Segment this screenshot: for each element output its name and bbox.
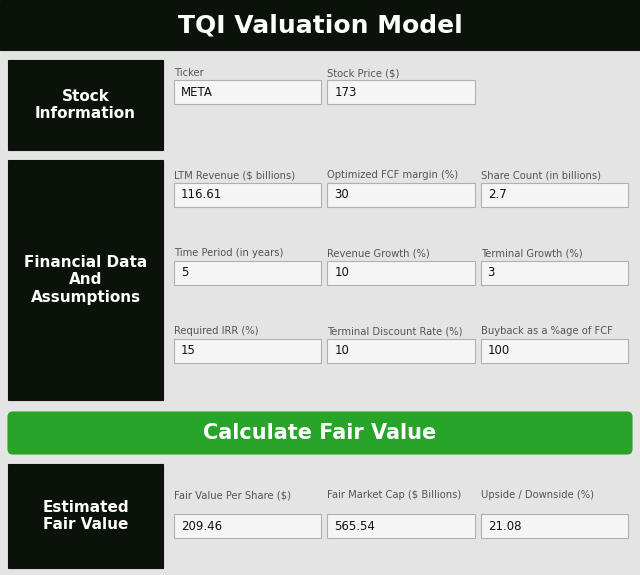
Text: 30: 30 [334, 189, 349, 201]
FancyBboxPatch shape [481, 261, 628, 285]
Text: Stock
Information: Stock Information [35, 89, 136, 121]
Text: 5: 5 [181, 266, 188, 279]
FancyBboxPatch shape [481, 514, 628, 538]
FancyBboxPatch shape [481, 183, 628, 207]
Text: 3: 3 [488, 266, 495, 279]
FancyBboxPatch shape [8, 60, 632, 150]
FancyBboxPatch shape [174, 514, 321, 538]
Text: 2.7: 2.7 [488, 189, 506, 201]
Text: 10: 10 [334, 266, 349, 279]
FancyBboxPatch shape [174, 339, 321, 363]
FancyBboxPatch shape [8, 412, 632, 454]
Text: Share Count (in billions): Share Count (in billions) [481, 170, 601, 180]
Text: Stock Price ($): Stock Price ($) [327, 68, 400, 78]
Text: Ticker: Ticker [174, 68, 204, 78]
Text: Financial Data
And
Assumptions: Financial Data And Assumptions [24, 255, 147, 305]
Text: Terminal Growth (%): Terminal Growth (%) [481, 248, 582, 258]
Text: Fair Value Per Share ($): Fair Value Per Share ($) [174, 490, 291, 500]
Text: TQI Valuation Model: TQI Valuation Model [178, 13, 462, 37]
Text: Terminal Discount Rate (%): Terminal Discount Rate (%) [327, 326, 463, 336]
FancyBboxPatch shape [174, 183, 321, 207]
Text: Required IRR (%): Required IRR (%) [174, 326, 259, 336]
Text: Optimized FCF margin (%): Optimized FCF margin (%) [327, 170, 458, 180]
FancyBboxPatch shape [8, 60, 163, 150]
Text: Revenue Growth (%): Revenue Growth (%) [327, 248, 430, 258]
Text: Calculate Fair Value: Calculate Fair Value [204, 423, 436, 443]
FancyBboxPatch shape [8, 160, 632, 400]
Text: 209.46: 209.46 [181, 519, 222, 532]
Text: 15: 15 [181, 344, 196, 358]
FancyBboxPatch shape [8, 160, 163, 400]
Text: LTM Revenue ($ billions): LTM Revenue ($ billions) [174, 170, 295, 180]
FancyBboxPatch shape [481, 339, 628, 363]
Text: 10: 10 [334, 344, 349, 358]
Text: 173: 173 [334, 86, 356, 98]
FancyBboxPatch shape [327, 80, 475, 104]
FancyBboxPatch shape [174, 80, 321, 104]
Text: 100: 100 [488, 344, 510, 358]
Text: 116.61: 116.61 [181, 189, 222, 201]
Text: Estimated
Fair Value: Estimated Fair Value [42, 500, 129, 532]
FancyBboxPatch shape [327, 339, 475, 363]
Text: META: META [181, 86, 213, 98]
Text: Buyback as a %age of FCF: Buyback as a %age of FCF [481, 326, 612, 336]
Text: 21.08: 21.08 [488, 519, 521, 532]
FancyBboxPatch shape [8, 464, 632, 568]
FancyBboxPatch shape [327, 261, 475, 285]
FancyBboxPatch shape [0, 0, 640, 50]
Text: Fair Market Cap ($ Billions): Fair Market Cap ($ Billions) [327, 490, 461, 500]
FancyBboxPatch shape [174, 261, 321, 285]
FancyBboxPatch shape [327, 514, 475, 538]
FancyBboxPatch shape [327, 183, 475, 207]
Text: Time Period (in years): Time Period (in years) [174, 248, 284, 258]
Text: 565.54: 565.54 [334, 519, 375, 532]
FancyBboxPatch shape [8, 464, 163, 568]
Text: Upside / Downside (%): Upside / Downside (%) [481, 490, 594, 500]
